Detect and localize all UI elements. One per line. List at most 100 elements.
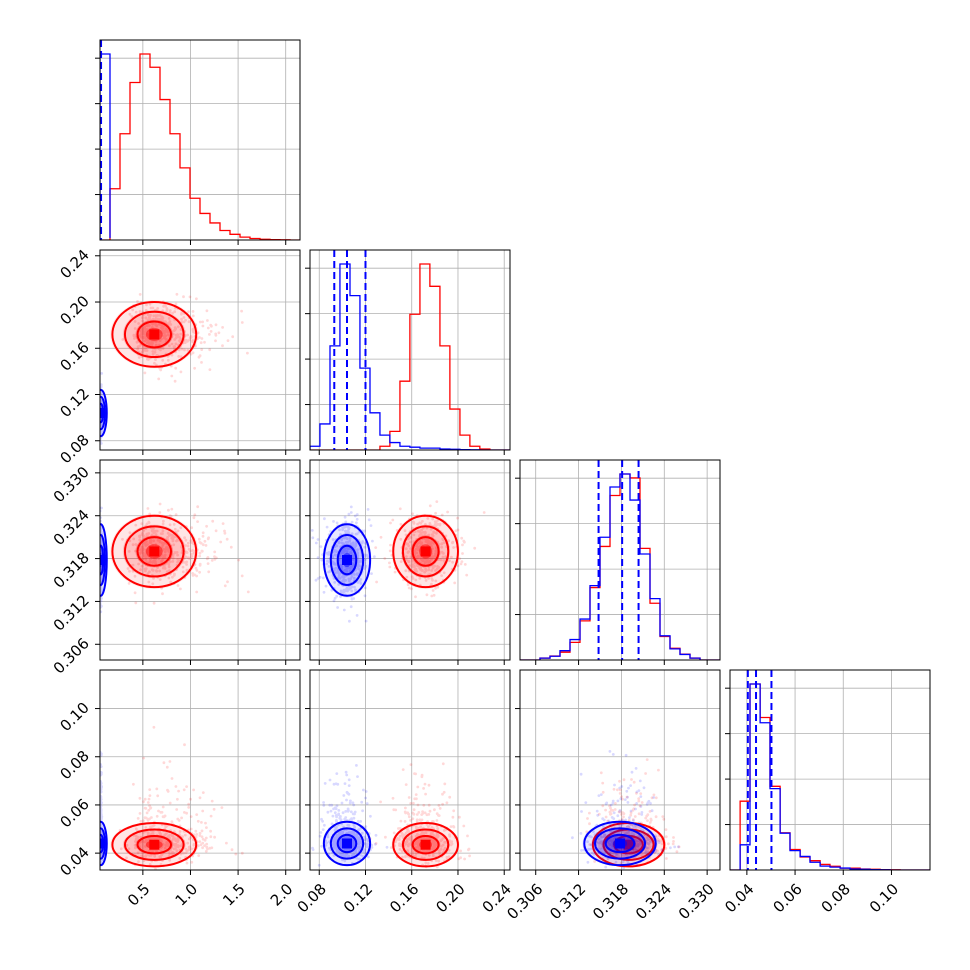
sample-point	[403, 529, 407, 533]
blue-contour	[100, 388, 108, 438]
sample-point	[601, 844, 605, 848]
sample-point	[618, 848, 622, 851]
sample-point	[201, 531, 205, 535]
sample-point	[430, 847, 434, 850]
sample-point	[401, 833, 405, 837]
sample-point	[100, 599, 103, 603]
sample-point	[158, 540, 162, 544]
sample-point	[167, 834, 171, 838]
sample-point	[167, 508, 170, 512]
sample-point	[180, 317, 183, 321]
sample-point	[176, 553, 180, 557]
sample-point	[645, 814, 649, 818]
sample-point	[404, 783, 408, 786]
red-histogram	[520, 473, 720, 660]
sample-point	[351, 558, 355, 562]
sample-point	[206, 319, 209, 322]
sample-point	[367, 518, 371, 522]
sample-point	[154, 867, 157, 870]
sample-point	[146, 324, 149, 328]
sample-point	[459, 562, 463, 566]
y-tick-label: 0.20	[56, 292, 92, 328]
sample-point	[431, 534, 435, 538]
sample-point	[411, 558, 414, 561]
sample-point	[100, 577, 103, 580]
sample-point	[145, 532, 149, 536]
sample-point	[654, 796, 658, 800]
sample-point	[664, 847, 668, 850]
sample-point	[352, 576, 356, 580]
sample-point	[413, 530, 417, 533]
sample-point	[399, 560, 403, 563]
sample-point	[221, 326, 225, 329]
sample-point	[335, 834, 339, 838]
sample-point	[637, 789, 641, 792]
sample-point	[226, 580, 229, 584]
sample-point	[134, 834, 138, 838]
sample-point	[146, 801, 150, 804]
sample-point	[444, 534, 448, 538]
sample-point	[161, 543, 165, 547]
sample-point	[100, 542, 103, 546]
sample-point	[411, 526, 414, 530]
axes-frame	[309, 669, 511, 871]
sample-point	[159, 532, 163, 535]
sample-point	[463, 563, 467, 566]
sample-point	[134, 549, 137, 553]
sample-point	[647, 842, 650, 846]
sample-point	[100, 577, 103, 581]
sample-point	[100, 804, 103, 808]
sample-point	[407, 796, 411, 799]
sample-point	[404, 811, 407, 815]
scatter-panel: 0.080.120.160.200.24	[56, 246, 301, 467]
sample-point	[176, 325, 180, 329]
sample-point	[607, 819, 611, 823]
sample-point	[404, 533, 408, 537]
sample-point	[420, 543, 424, 547]
sample-point	[179, 328, 183, 331]
sample-point	[163, 329, 167, 333]
sample-point	[356, 551, 359, 555]
sample-point	[405, 840, 409, 844]
sample-point	[347, 778, 351, 782]
sample-point	[153, 853, 157, 857]
sample-point	[160, 843, 164, 846]
sample-point	[423, 530, 427, 534]
sample-point	[407, 559, 410, 563]
sample-point	[362, 530, 366, 533]
sample-point	[645, 836, 649, 840]
sample-point	[646, 801, 650, 805]
sample-point	[430, 594, 434, 598]
sample-point	[174, 333, 178, 337]
sample-point	[441, 537, 445, 541]
sample-point	[343, 588, 347, 592]
sample-point	[357, 837, 361, 840]
sample-point	[361, 854, 364, 858]
sample-point	[131, 308, 135, 312]
sample-point	[460, 560, 464, 563]
sample-point	[432, 834, 435, 837]
red-contour	[111, 514, 198, 589]
sample-point	[213, 550, 217, 554]
sample-point	[637, 839, 641, 842]
sample-point	[327, 565, 331, 568]
sample-point	[100, 542, 103, 545]
sample-point	[427, 853, 431, 857]
sample-point	[352, 831, 355, 835]
sample-point	[619, 836, 622, 839]
sample-point	[203, 340, 206, 344]
sample-point	[100, 790, 103, 794]
sample-point	[431, 854, 435, 858]
sample-point	[610, 842, 614, 846]
sample-point	[167, 844, 170, 848]
sample-point	[338, 816, 342, 820]
sample-point	[356, 548, 359, 552]
sample-point	[100, 790, 103, 793]
sample-point	[439, 558, 443, 562]
sample-point	[147, 547, 150, 551]
x-tick-label: 0.16	[386, 880, 422, 916]
sample-point	[603, 834, 607, 838]
sample-point	[423, 811, 427, 815]
sample-point	[600, 839, 604, 843]
sample-point	[351, 853, 355, 857]
